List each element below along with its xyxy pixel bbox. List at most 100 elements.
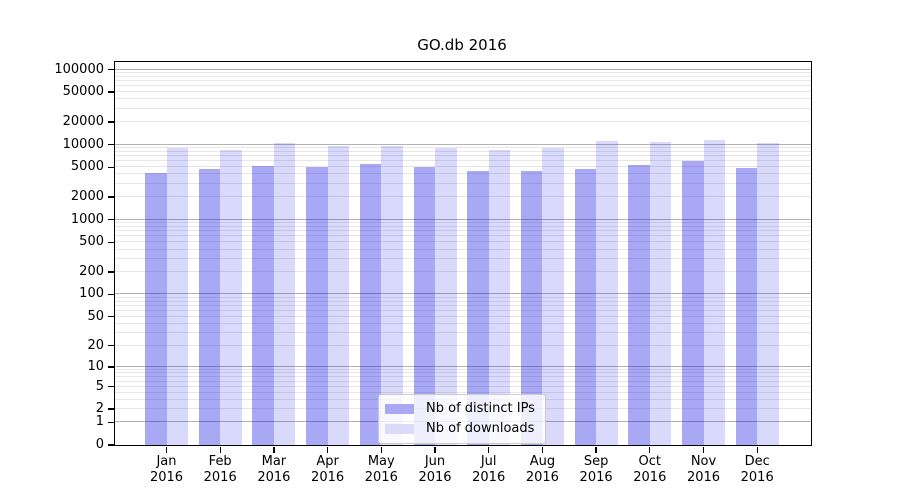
gridline-minor — [115, 80, 811, 82]
gridline-major — [115, 68, 811, 70]
y-tick — [108, 271, 114, 273]
gridline-minor — [115, 257, 811, 259]
gridline-minor — [115, 155, 811, 157]
y-tick-label: 5 — [95, 378, 104, 394]
gridline-minor — [115, 385, 811, 387]
y-tick-label: 50 — [87, 308, 104, 324]
gridline-minor — [115, 182, 811, 184]
x-tick — [165, 447, 168, 453]
y-tick — [108, 293, 114, 296]
y-tick-label: 200 — [79, 264, 104, 280]
gridline-major — [115, 218, 811, 220]
bar-distinct-ips — [252, 165, 274, 445]
gridline-minor — [115, 332, 811, 333]
gridline-minor — [115, 300, 811, 302]
legend-item-downloads: Nb of downloads — [385, 421, 535, 436]
y-tick — [108, 421, 114, 424]
plot-area: 100000 50000 20000 10000 5000 2000 1000 500 200 1… — [54, 61, 812, 485]
gridline-minor — [115, 121, 811, 122]
y-tick-label: 20 — [87, 337, 104, 353]
gridline-minor — [115, 230, 811, 232]
gridline-minor — [115, 98, 811, 100]
gridline-major — [115, 293, 811, 295]
x-tick — [595, 447, 597, 453]
y-tick — [108, 385, 114, 388]
gridline-major — [115, 365, 811, 367]
gridline-minor — [115, 380, 811, 382]
x-tick-label: May 2016 — [364, 454, 398, 485]
bar-distinct-ips — [198, 169, 221, 445]
y-tick — [108, 345, 114, 347]
x-tick-label: Aug 2016 — [525, 454, 559, 485]
bar-downloads — [381, 145, 403, 445]
y-tick-label: 1000 — [70, 211, 104, 227]
gridline-minor — [115, 241, 811, 243]
y-tick-label: 2 — [95, 401, 104, 417]
gridline-minor — [115, 147, 811, 149]
x-tick-label: Sep 2016 — [579, 454, 613, 485]
bar-downloads — [327, 145, 350, 445]
legend-swatch-downloads-icon — [385, 423, 414, 434]
y-tick — [108, 68, 114, 71]
gridline-minor — [115, 71, 811, 73]
y-tick — [108, 121, 114, 123]
gridline-minor — [115, 372, 811, 374]
gridline-major — [115, 143, 811, 145]
bar-distinct-ips — [628, 164, 650, 445]
bar-downloads — [488, 150, 511, 445]
y-tick-label: 0 — [95, 437, 104, 452]
x-tick-label: Mar 2016 — [257, 454, 291, 485]
legend-item-distinct-ips: Nb of distinct IPs — [385, 401, 535, 416]
gridline-minor — [115, 222, 811, 224]
x-tick-label: Apr 2016 — [311, 454, 345, 485]
bar-distinct-ips — [467, 171, 489, 445]
bar-distinct-ips — [306, 166, 328, 445]
gridline-minor — [115, 225, 811, 227]
bar-downloads — [166, 147, 188, 445]
gridline-minor — [115, 173, 811, 175]
y-tick — [108, 218, 114, 221]
legend-swatch-distinct-ips-icon — [385, 403, 414, 414]
legend-label-downloads: Nb of downloads — [426, 421, 535, 436]
y-tick-label: 2000 — [70, 189, 104, 205]
bar-downloads — [435, 147, 457, 445]
bar-distinct-ips — [145, 172, 167, 445]
bar-downloads — [596, 140, 618, 445]
x-tick — [380, 447, 382, 453]
y-tick-label: 10 — [87, 358, 104, 374]
y-tick — [108, 316, 114, 318]
legend-label-distinct-ips: Nb of distinct IPs — [426, 401, 535, 416]
bar-downloads — [220, 150, 242, 445]
gridline-minor — [115, 304, 811, 306]
y-tick-label: 1 — [95, 414, 104, 430]
gridline-minor — [115, 248, 811, 250]
x-tick-label: Jun 2016 — [418, 454, 452, 485]
gridline-minor — [115, 235, 811, 237]
y-tick — [108, 444, 114, 446]
y-tick-label: 10000 — [62, 136, 104, 152]
x-tick — [219, 447, 221, 453]
chart-title: GO.db 2016 — [417, 36, 507, 54]
gridline-minor — [115, 91, 811, 93]
gridline-minor — [115, 322, 811, 324]
gridline-minor — [115, 196, 811, 198]
gridline-minor — [115, 315, 811, 317]
x-tick-label: Oct 2016 — [633, 454, 667, 485]
y-tick-label: 20000 — [62, 114, 104, 129]
bar-downloads — [542, 148, 564, 445]
x-tick-label: Dec 2016 — [740, 454, 774, 485]
y-tick — [108, 143, 114, 146]
gridline-minor — [115, 150, 811, 152]
gridline-minor — [115, 376, 811, 378]
gridline-minor — [115, 85, 811, 87]
x-tick-label: Jul 2016 — [472, 454, 506, 485]
bar-downloads — [273, 142, 296, 445]
gridline-minor — [115, 75, 811, 77]
y-tick — [108, 166, 114, 168]
x-tick — [541, 447, 544, 453]
y-tick — [108, 91, 114, 93]
gridline-minor — [115, 160, 811, 162]
gridline-minor — [115, 107, 811, 109]
y-tick — [108, 408, 114, 410]
